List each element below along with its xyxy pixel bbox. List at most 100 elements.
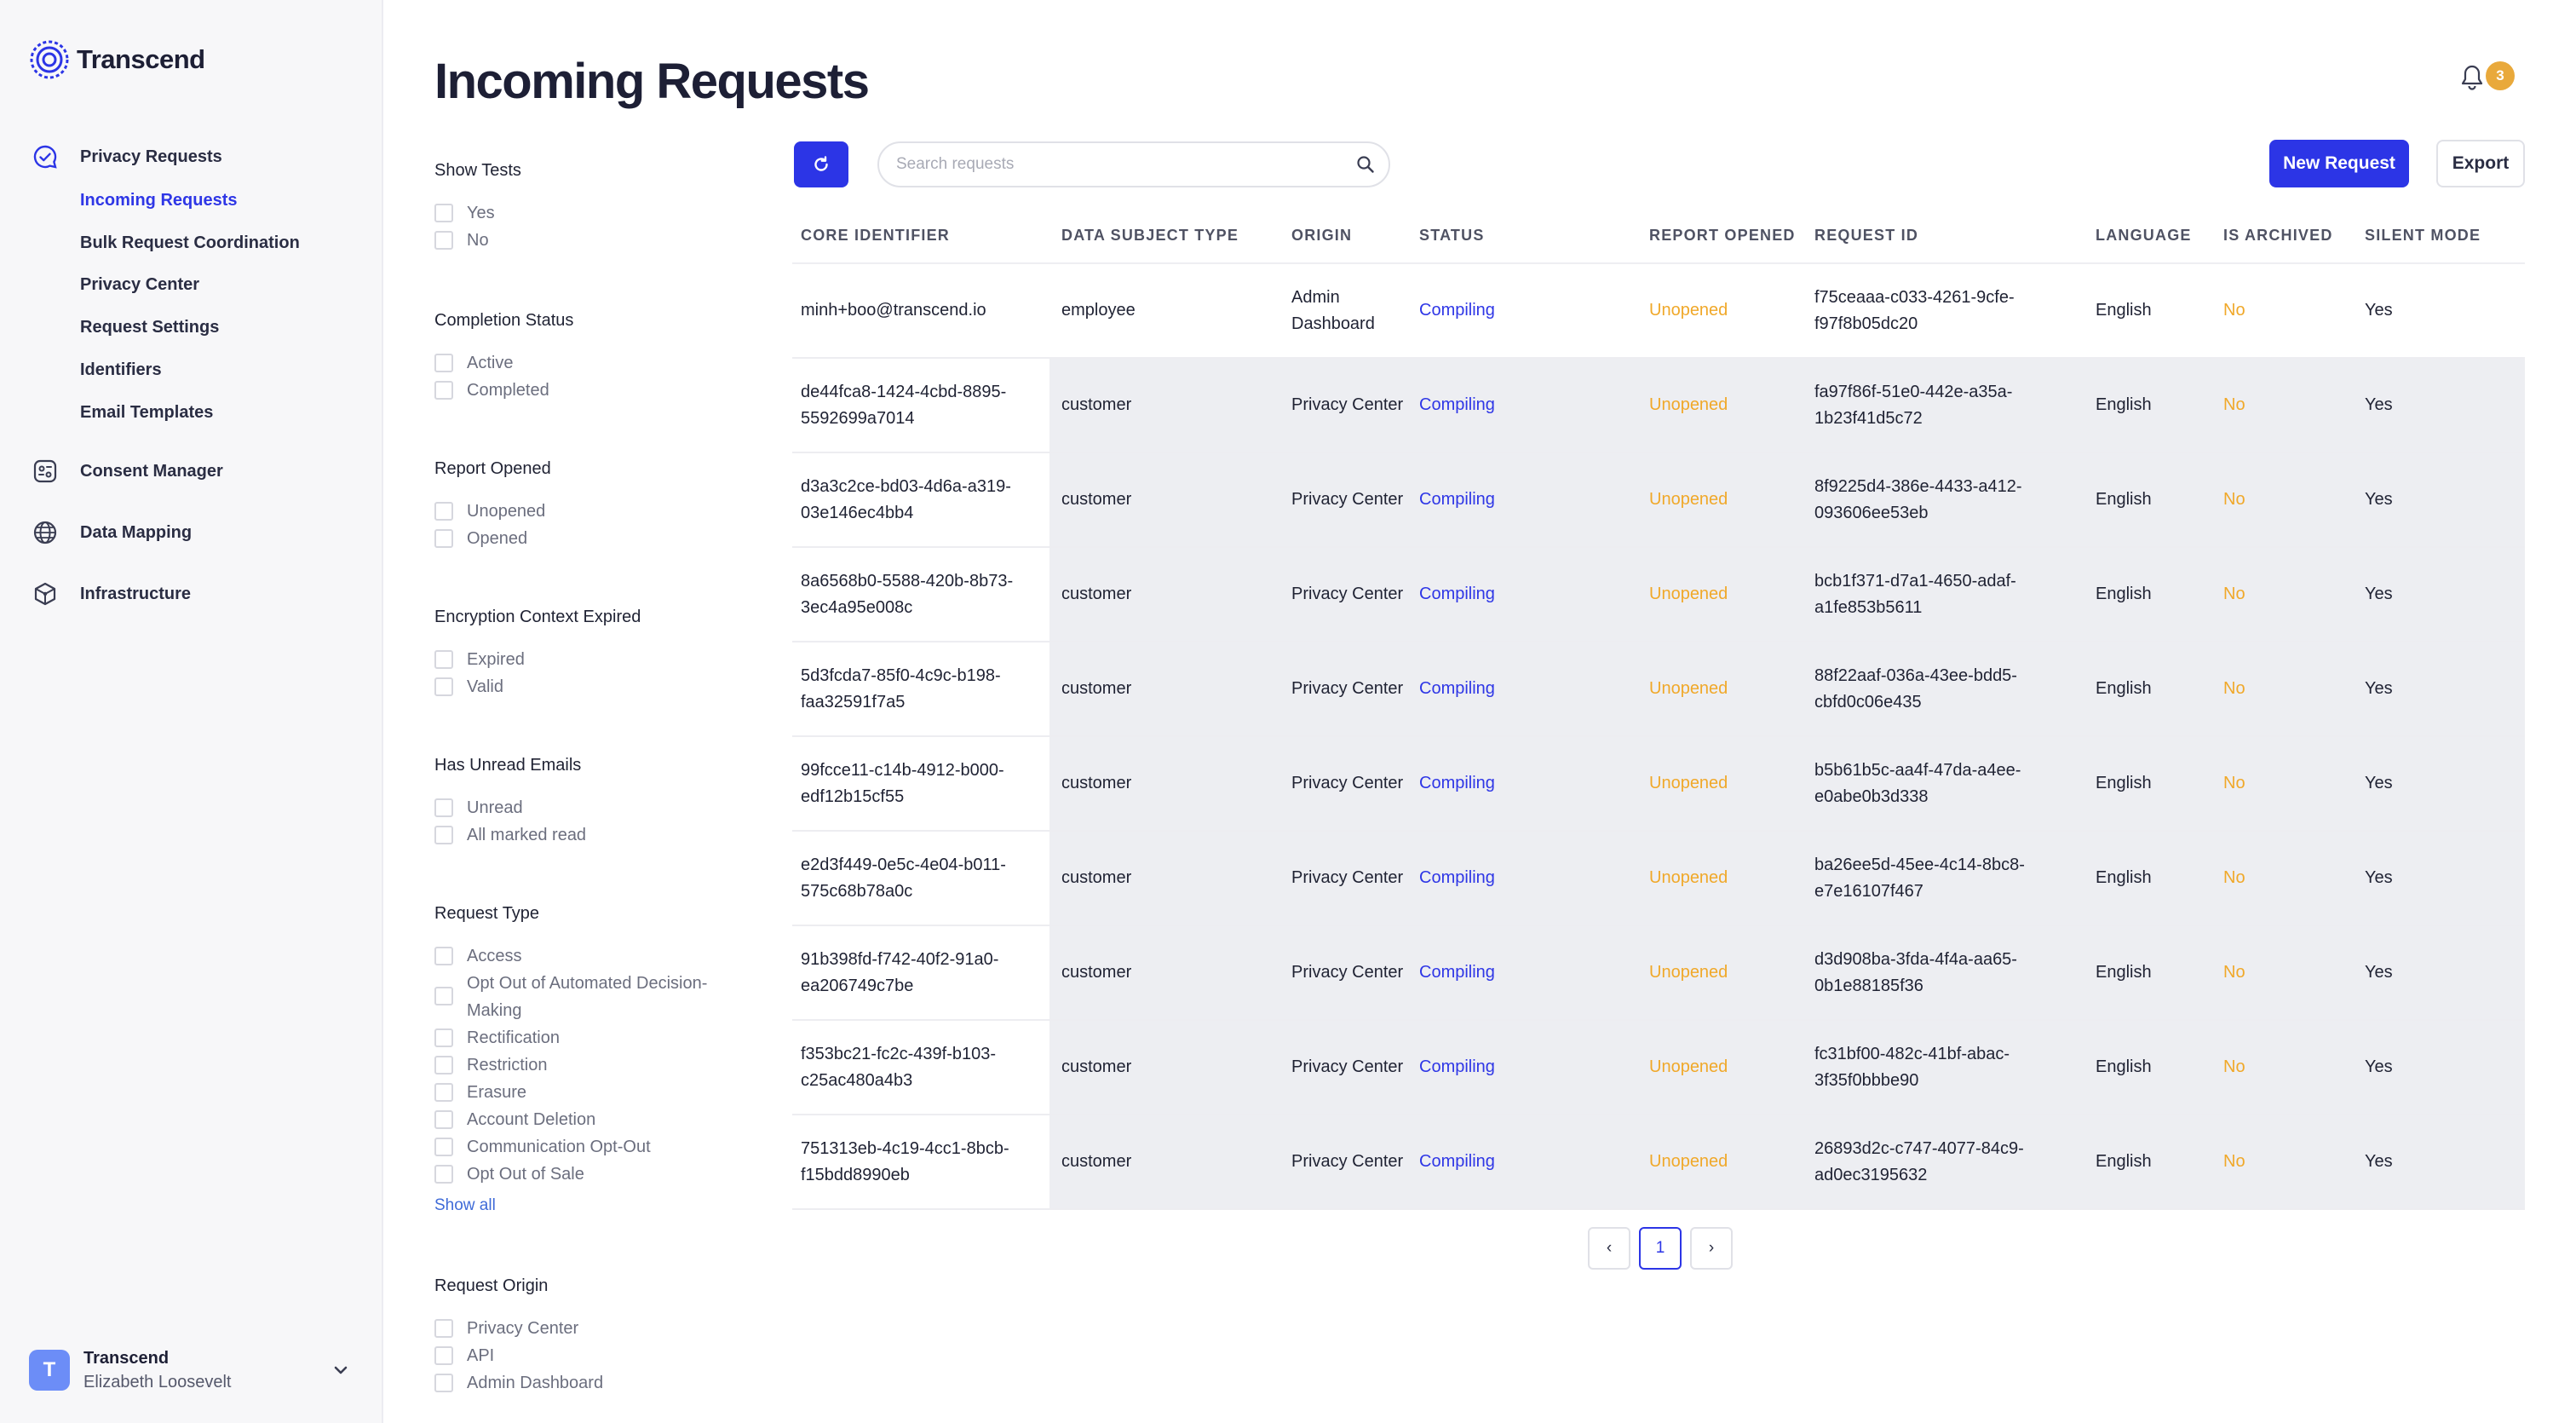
column-header-report-opened[interactable]: REPORT OPENED	[1649, 227, 1796, 244]
filter-option-label: Unread	[467, 798, 523, 817]
nav-request-settings[interactable]: Request Settings	[80, 318, 220, 337]
cell-silent-mode: Yes	[2365, 490, 2393, 509]
cell-origin-text: Privacy Center	[1291, 1149, 1403, 1175]
cell-request-id-line: 8f9225d4-386e-4433-a412-	[1814, 476, 2022, 496]
nav-email-templates[interactable]: Email Templates	[80, 403, 214, 422]
filter-option[interactable]: Active	[434, 349, 741, 377]
cell-report-opened: Unopened	[1649, 774, 1728, 792]
nav-consent-manager[interactable]: Consent Manager	[31, 457, 223, 486]
filter-option[interactable]: API	[434, 1342, 741, 1369]
pagination-page-1[interactable]: 1	[1639, 1227, 1682, 1270]
filter-option[interactable]: Unread	[434, 794, 741, 821]
new-request-button[interactable]: New Request	[2269, 140, 2409, 187]
checkbox[interactable]	[434, 677, 453, 696]
checkbox[interactable]	[434, 650, 453, 669]
checkbox[interactable]	[434, 1110, 453, 1129]
filter-option[interactable]: Opened	[434, 525, 741, 552]
checkbox[interactable]	[434, 1056, 453, 1074]
pagination-prev-button[interactable]: ‹	[1588, 1227, 1630, 1270]
cell-origin-line: Privacy Center	[1291, 395, 1404, 414]
cell-data-subject-type: customer	[1061, 490, 1132, 509]
table-row[interactable]: f353bc21-fc2c-439f-b103- c25ac480a4b3 cust…	[792, 1021, 2525, 1115]
app-logo[interactable]: Transcend	[29, 39, 205, 80]
filter-option[interactable]: Yes	[434, 199, 741, 227]
column-header-silent-mode[interactable]: SILENT MODE	[2365, 227, 2481, 244]
table-row[interactable]: 751313eb-4c19-4cc1-8bcb-f15bdd8990eb cust…	[792, 1115, 2525, 1210]
checkbox[interactable]	[434, 1165, 453, 1184]
filter-option[interactable]: Valid	[434, 673, 741, 700]
checkbox[interactable]	[434, 204, 453, 222]
account-switcher[interactable]: T Transcend Elizabeth Loosevelt	[29, 1346, 361, 1394]
column-header-core-identifier[interactable]: CORE IDENTIFIER	[801, 227, 951, 244]
column-header-origin[interactable]: ORIGIN	[1291, 227, 1353, 244]
filter-option[interactable]: Opt Out of Sale	[434, 1161, 741, 1188]
search-icon[interactable]	[1356, 155, 1375, 174]
filter-option[interactable]: Opt Out of Automated Decision-Making	[434, 970, 741, 1024]
checkbox[interactable]	[434, 798, 453, 817]
show-all-link[interactable]: Show all	[434, 1196, 496, 1214]
column-header-data-subject-type[interactable]: DATA SUBJECT TYPE	[1061, 227, 1239, 244]
nav-bulk-request-coordination[interactable]: Bulk Request Coordination	[80, 233, 300, 252]
cell-request-id: 88f22aaf-036a-43ee-bdd5- cbfd0c06e435	[1814, 642, 2017, 735]
nav-data-mapping[interactable]: Data Mapping	[31, 518, 192, 547]
pagination-next-button[interactable]: ›	[1690, 1227, 1733, 1270]
nav-identifiers[interactable]: Identifiers	[80, 360, 162, 379]
filter-option[interactable]: Restriction	[434, 1051, 741, 1079]
filter-option[interactable]: Communication Opt-Out	[434, 1133, 741, 1161]
filter-option-label: Rectification	[467, 1028, 560, 1047]
cell-core-identifier-line: faa32591f7a5	[801, 692, 906, 712]
nav-incoming-requests[interactable]: Incoming Requests	[80, 191, 238, 210]
checkbox[interactable]	[434, 381, 453, 400]
filter-option[interactable]: Completed	[434, 377, 741, 404]
filter-option[interactable]: Admin Dashboard	[434, 1369, 741, 1397]
filter-option-label: Admin Dashboard	[467, 1374, 604, 1392]
checkbox[interactable]	[434, 947, 453, 965]
filter-option[interactable]: Erasure	[434, 1079, 741, 1106]
column-header-status[interactable]: STATUS	[1419, 227, 1485, 244]
filter-option[interactable]: Privacy Center	[434, 1315, 741, 1342]
filter-option-label: Yes	[467, 204, 495, 222]
refresh-button[interactable]	[794, 141, 848, 187]
table-row[interactable]: 8a6568b0-5588-420b-8b73- 3ec4a95e008c cust…	[792, 548, 2525, 642]
table-row[interactable]: d3a3c2ce-bd03-4d6a-a319- 03e146ec4bb4 cust…	[792, 453, 2525, 548]
bell-icon[interactable]	[2458, 63, 2486, 92]
filter-option[interactable]: Account Deletion	[434, 1106, 741, 1133]
checkbox[interactable]	[434, 826, 453, 844]
nav-privacy-center[interactable]: Privacy Center	[80, 275, 200, 294]
column-header-is-archived[interactable]: IS ARCHIVED	[2223, 227, 2333, 244]
row-highlight	[1049, 453, 2525, 546]
checkbox[interactable]	[434, 529, 453, 548]
search-input[interactable]	[896, 143, 1356, 186]
filter-option[interactable]: Expired	[434, 646, 741, 673]
nav-infrastructure[interactable]: Infrastructure	[31, 579, 191, 608]
checkbox[interactable]	[434, 1346, 453, 1365]
cell-data-subject-type: customer	[1061, 395, 1132, 414]
search-box	[877, 141, 1390, 187]
cell-core-identifier: e2d3f449-0e5c-4e04-b011- 575c68b78a0c	[801, 832, 1006, 925]
column-header-language[interactable]: LANGUAGE	[2096, 227, 2192, 244]
table-row[interactable]: de44fca8-1424-4cbd-8895- 5592699a7014 cust…	[792, 359, 2525, 453]
nav-privacy-requests[interactable]: Privacy Requests	[31, 142, 222, 171]
table-row[interactable]: 5d3fcda7-85f0-4c9c-b198- faa32591f7a5 cust…	[792, 642, 2525, 737]
filter-option[interactable]: No	[434, 227, 741, 254]
table-row[interactable]: e2d3f449-0e5c-4e04-b011- 575c68b78a0c cust…	[792, 832, 2525, 926]
checkbox[interactable]	[434, 354, 453, 372]
filter-option[interactable]: Unopened	[434, 498, 741, 525]
checkbox[interactable]	[434, 1138, 453, 1156]
cell-origin-text: Privacy Center	[1291, 487, 1403, 513]
column-header-request-id[interactable]: REQUEST ID	[1814, 227, 1919, 244]
filter-option[interactable]: Access	[434, 942, 741, 970]
table-row[interactable]: 91b398fd-f742-40f2-91a0- ea206749c7be cust…	[792, 926, 2525, 1021]
filter-option[interactable]: Rectification	[434, 1024, 741, 1051]
table-row[interactable]: 99fcce11-c14b-4912-b000- edf12b15cf55 cust…	[792, 737, 2525, 832]
checkbox[interactable]	[434, 231, 453, 250]
filter-option[interactable]: All marked read	[434, 821, 741, 849]
checkbox[interactable]	[434, 1319, 453, 1338]
checkbox[interactable]	[434, 502, 453, 521]
checkbox[interactable]	[434, 1028, 453, 1047]
checkbox[interactable]	[434, 1374, 453, 1392]
checkbox[interactable]	[434, 1083, 453, 1102]
checkbox[interactable]	[434, 987, 453, 1005]
export-button[interactable]: Export	[2436, 140, 2525, 187]
table-row[interactable]: minh+boo@transcend.io employee Admin Dashbo…	[792, 264, 2525, 359]
